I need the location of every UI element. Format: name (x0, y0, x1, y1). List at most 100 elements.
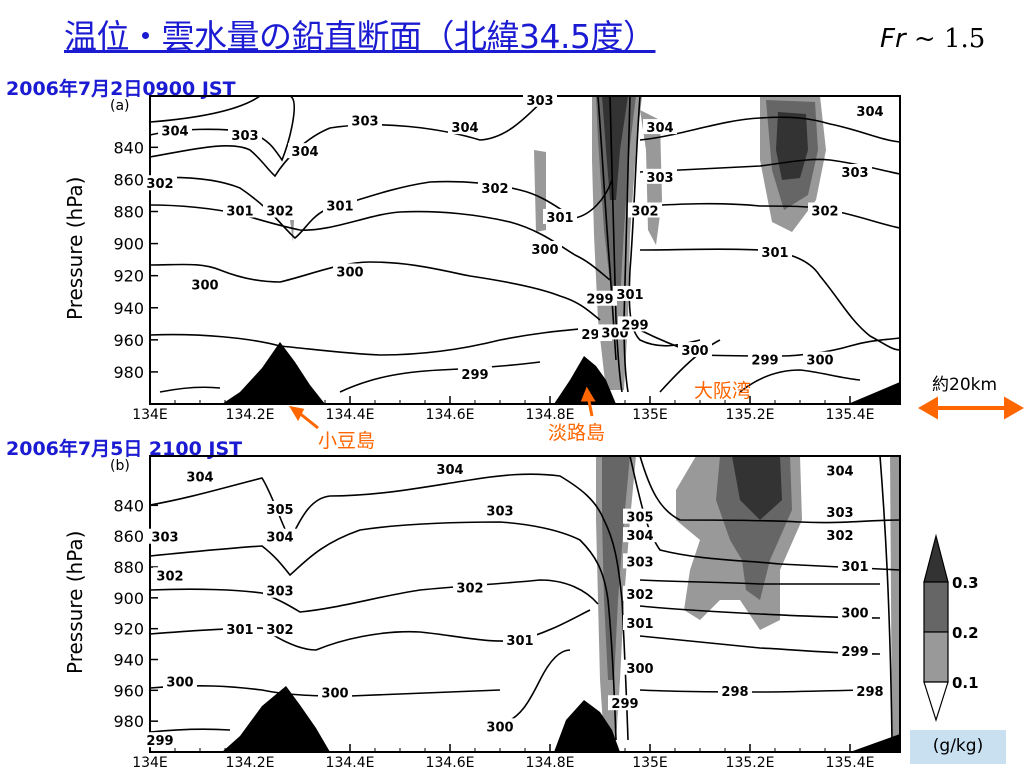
terrain-awaji-a (554, 356, 616, 404)
contour-label: 301 (841, 560, 868, 575)
y-tick-label: 840 (113, 496, 144, 515)
colorbar-top-triangle (923, 533, 949, 583)
contour-label: 303 (841, 166, 868, 181)
contour-label: 304 (856, 105, 883, 120)
axis-a: (a) Pressure (hPa) 840 860 880 900 920 940 960 98… (63, 98, 901, 423)
contour-label-bg (623, 527, 657, 543)
contour-label-bg (613, 285, 647, 301)
contour-label: 303 (526, 94, 553, 109)
terrain-osaka-edge-a (848, 382, 900, 404)
x-tick-label: 134.4E (326, 755, 375, 768)
contour-label: 304 (161, 124, 188, 139)
contour-label-bg (143, 175, 177, 191)
contour-label: 299 (146, 734, 173, 749)
contour-label-bg (163, 673, 197, 689)
contour-label-bg (823, 527, 857, 543)
contour-label-bg (523, 91, 557, 107)
contour-label: 301 (226, 205, 253, 220)
colorbar-bottom-triangle (923, 681, 949, 722)
contour-label: 301 (626, 617, 653, 632)
y-tick-label: 960 (113, 681, 144, 700)
contour-label: 302 (626, 588, 653, 603)
x-tick-label: 134E (132, 407, 168, 423)
contour-label: 300 (626, 662, 653, 677)
contour-label-bg (153, 567, 187, 583)
contour-label: 302 (146, 177, 173, 192)
contour-label: 303 (486, 505, 513, 520)
colorbar-unit: (g/kg) (910, 730, 1006, 764)
panel-a-date: 2006年7月2日0900 JST (6, 78, 236, 100)
y-tick-label: 940 (113, 299, 144, 318)
contour-label: 301 (546, 211, 573, 226)
contour-label-bg (623, 585, 657, 601)
contour-label-bg (748, 351, 782, 367)
colorbar-label-0.1: 0.1 (952, 674, 979, 692)
contour-label: 304 (451, 121, 478, 136)
y-tick-label: 980 (113, 712, 144, 731)
contour-label-bg (333, 263, 367, 279)
x-tick-label: 135.2E (726, 755, 775, 768)
contour-label-bg (148, 528, 182, 544)
contour-label-bg (263, 500, 297, 516)
contour-label: 303 (626, 555, 653, 570)
contour-labels-b: 304 304 305 303 305 304 303 303 304 304 302 302 303 3… (143, 460, 887, 749)
colorbar-label-0.3: 0.3 (952, 574, 979, 592)
contour-label: 299 (461, 368, 488, 383)
x-tick-label: 135E (632, 755, 668, 768)
contour-label-bg (623, 508, 657, 524)
y-tick-label: 840 (113, 138, 144, 157)
contour-label: 303 (231, 129, 258, 144)
shodoshima-arrow (288, 405, 319, 430)
contour-label: 303 (351, 115, 378, 130)
y-tick-label: 880 (113, 203, 144, 222)
contour-label: 300 (486, 720, 513, 735)
contour-label-bg (263, 582, 297, 598)
contour-label: 298 (721, 685, 748, 700)
contour-label-bg (228, 127, 262, 143)
contour-label: 300 (806, 354, 833, 369)
contour-label: 299 (586, 293, 613, 308)
contour-label-bg (803, 351, 837, 367)
y-tick-label: 900 (113, 589, 144, 608)
x-tick-label: 134.8E (526, 755, 575, 768)
y-axis-label: Pressure (hPa) (63, 177, 87, 320)
contour-label: 300 (681, 344, 708, 359)
contour-label-bg (263, 621, 297, 637)
contour-label-bg (478, 180, 512, 196)
panel-b-date: 2006年7月5日 2100 JST (6, 438, 243, 460)
axis-b: (b) Pressure (hPa) 840 860 880 900 920 940 960 98… (63, 458, 901, 768)
contour-label-bg (183, 468, 217, 484)
contour-label-bg (823, 504, 857, 520)
x-tick-label: 134.4E (326, 407, 375, 423)
slide-title: 温位・雲水量の鉛直断面（北緯34.5度） (64, 17, 656, 56)
x-tick-label: 134.2E (226, 407, 275, 423)
contour-label: 301 (326, 200, 353, 215)
colorbar (923, 533, 949, 722)
contour-label-bg (263, 528, 297, 544)
contour-label-bg (143, 732, 177, 748)
contour-label-bg (823, 462, 857, 478)
contour-label: 300 (531, 243, 558, 258)
contour-label: 300 (191, 278, 218, 293)
contour-label-bg (623, 553, 657, 569)
contour-label: 302 (156, 569, 183, 584)
cloud-water-shading-b (596, 456, 900, 740)
contour-label-bg (838, 604, 872, 620)
y-tick-label: 900 (113, 235, 144, 254)
contour-label-bg (643, 119, 677, 135)
panel-label: (a) (110, 98, 130, 114)
contour-label-bg (758, 244, 792, 260)
contour-label-bg (263, 202, 297, 218)
x-tick-label: 135E (632, 407, 668, 423)
contour-label: 302 (266, 623, 293, 638)
contour-label-bg (618, 316, 652, 332)
x-tick-label: 135.2E (726, 407, 775, 423)
contour-label: 298 (856, 685, 883, 700)
cloud-shade-right-edge (890, 456, 900, 740)
contour-label: 301 (761, 246, 788, 261)
contour-label-bg (458, 366, 492, 382)
contour-label: 302 (266, 205, 293, 220)
